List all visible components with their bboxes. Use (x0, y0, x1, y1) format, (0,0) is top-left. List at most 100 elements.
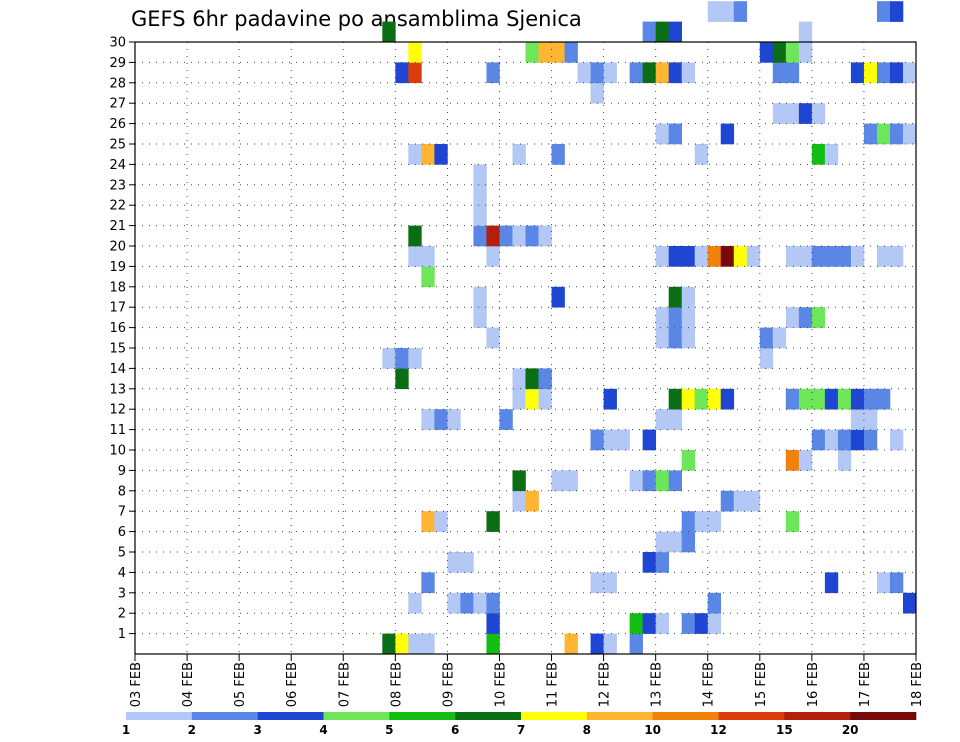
data-cell (473, 225, 487, 247)
data-cell (538, 42, 552, 63)
data-cell (694, 511, 709, 532)
data-cell (876, 388, 891, 410)
data-cell (538, 225, 552, 247)
data-cell (785, 246, 800, 267)
data-cell (447, 592, 461, 614)
colorbar-label: 6 (451, 723, 459, 737)
data-cell (798, 103, 813, 124)
data-cell (694, 246, 709, 267)
data-cell (863, 62, 878, 84)
x-tick-label: 13 FEB (650, 662, 665, 707)
data-cell (733, 246, 748, 267)
data-cell (434, 409, 448, 430)
data-cell (902, 62, 917, 84)
data-cell (512, 368, 526, 390)
y-tick-label: 16 (109, 321, 126, 336)
data-cell (499, 225, 513, 247)
data-cell (681, 531, 696, 553)
data-cell (564, 42, 578, 63)
colorbar-label: 7 (517, 723, 525, 737)
data-cell (889, 429, 904, 451)
colorbar-swatch (784, 712, 851, 720)
data-cell (395, 368, 409, 390)
data-cell (668, 409, 682, 430)
data-cell (642, 470, 656, 492)
data-cell (486, 225, 500, 247)
data-cell (811, 246, 826, 267)
data-cell (668, 123, 682, 145)
y-tick-label: 9 (118, 464, 126, 479)
data-cell (824, 388, 839, 410)
data-cell (785, 103, 800, 124)
data-cell (707, 592, 722, 614)
data-cell (668, 327, 682, 349)
data-cell (382, 21, 396, 43)
x-tick-label: 06 FEB (285, 662, 300, 707)
data-cell (499, 409, 513, 430)
data-cell (395, 348, 409, 369)
data-cell (668, 531, 682, 553)
colorbar-label: 8 (583, 723, 591, 737)
data-cell (460, 592, 474, 614)
data-cell (408, 592, 422, 614)
data-cell (668, 388, 682, 410)
y-tick-label: 7 (118, 505, 126, 520)
data-cell (590, 633, 604, 655)
data-cell (681, 286, 696, 308)
colorbar-swatch (126, 712, 193, 720)
data-cell (850, 429, 865, 451)
data-cell (694, 144, 709, 165)
y-tick-label: 26 (109, 117, 126, 132)
x-tick-label: 12 FEB (598, 662, 613, 707)
data-cell (824, 429, 839, 451)
data-cell (720, 246, 735, 267)
data-cell (824, 572, 839, 594)
data-cell (759, 42, 774, 63)
colorbar-swatch (257, 712, 324, 720)
y-tick-label: 6 (118, 525, 126, 540)
data-cell (876, 246, 891, 267)
x-tick-label: 11 FEB (546, 662, 561, 707)
data-cell (681, 450, 696, 471)
y-tick-label: 11 (109, 423, 126, 438)
y-tick-label: 27 (109, 97, 126, 112)
data-cell (720, 1, 735, 22)
y-tick-label: 21 (109, 219, 126, 234)
data-cell (421, 572, 435, 594)
y-tick-label: 29 (109, 56, 126, 71)
data-cell (486, 633, 500, 655)
colorbar: 1 2 3 4 5 6 7 8 10 12 15 20 (122, 712, 917, 737)
axes: 1234567891011121314151617181920212223242… (109, 36, 925, 708)
y-tick-label: 14 (109, 362, 126, 377)
data-cell (889, 123, 904, 145)
data-cell (421, 633, 435, 655)
data-cell (772, 42, 787, 63)
data-cell (681, 511, 696, 532)
data-cell (655, 307, 669, 328)
data-cell (655, 552, 669, 573)
data-cell (798, 42, 813, 63)
data-cell (447, 552, 461, 573)
data-cell (655, 613, 669, 634)
data-cell (395, 633, 409, 655)
data-cell (629, 470, 643, 492)
data-cell (486, 246, 500, 267)
data-cell (525, 388, 539, 410)
y-tick-label: 15 (109, 342, 126, 357)
colorbar-swatch (586, 712, 653, 720)
data-cell (655, 246, 669, 267)
data-cell (603, 62, 617, 84)
data-cell (681, 246, 696, 267)
data-cell (642, 552, 656, 573)
data-cell (863, 429, 878, 451)
data-cell (707, 511, 722, 532)
data-cell (850, 409, 865, 430)
grid (135, 41, 916, 654)
data-cell (525, 225, 539, 247)
x-tick-label: 05 FEB (233, 662, 248, 707)
data-cell (785, 307, 800, 328)
data-cell (876, 1, 891, 22)
data-cell (655, 62, 669, 84)
data-cell (486, 62, 500, 84)
data-cell (603, 572, 617, 594)
